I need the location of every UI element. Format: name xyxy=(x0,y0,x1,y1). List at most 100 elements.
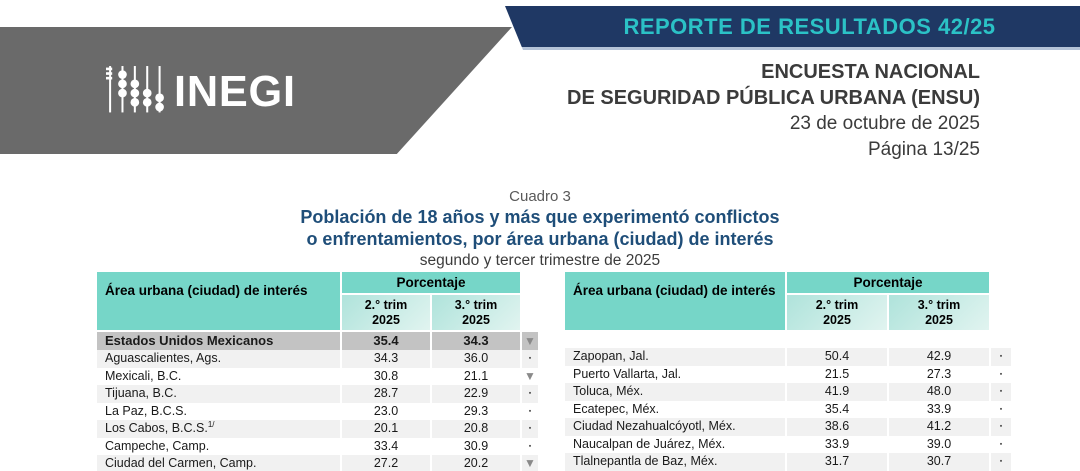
row-q3-value: 29.3 xyxy=(430,402,520,420)
row-q2-value: 30.8 xyxy=(340,367,430,385)
report-banner: REPORTE DE RESULTADOS 42/25 xyxy=(505,6,1080,50)
no-change-marker-icon: ▪ xyxy=(520,420,538,438)
row-name: Ciudad Nezahualcóyotl, Méx. xyxy=(573,419,736,433)
row-q2-value: 21.5 xyxy=(785,365,887,383)
row-q3-value: 36.0 xyxy=(430,350,520,368)
decrease-arrow-icon: ▼ xyxy=(520,332,538,350)
row-q3-value: 48.0 xyxy=(887,383,989,401)
row-name: Campeche, Camp. xyxy=(105,438,210,453)
table-row: Tijuana, B.C. 28.7 22.9 ▪ xyxy=(97,385,538,403)
row-q2-value: 50.4 xyxy=(785,348,887,366)
row-q2-value: 28.7 xyxy=(340,385,430,403)
table-title-1: Población de 18 años y más que experimen… xyxy=(300,207,780,227)
column-header-porcentaje: Porcentaje xyxy=(787,272,989,293)
row-q3-value: 30.7 xyxy=(887,453,989,471)
row-name: Ciudad del Carmen, Camp. xyxy=(105,456,257,470)
row-name: Estados Unidos Mexicanos xyxy=(105,333,274,348)
row-q2-value: 35.4 xyxy=(785,400,887,418)
row-q3-value: 33.9 xyxy=(887,400,989,418)
no-change-marker-icon: ▪ xyxy=(989,453,1011,471)
row-q2-value: 33.9 xyxy=(785,435,887,453)
column-header-q2: 2.° trim 2025 xyxy=(787,295,887,330)
row-q2-value: 41.9 xyxy=(785,383,887,401)
column-header-porcentaje: Porcentaje xyxy=(342,272,520,293)
table-header: Área urbana (ciudad) de interés Porcenta… xyxy=(565,272,1011,330)
table-row: Los Cabos, B.C.S.1/ 20.1 20.8 ▪ xyxy=(97,420,538,438)
row-name: Mexicali, B.C. xyxy=(105,368,182,383)
no-change-marker-icon: ▪ xyxy=(989,348,1011,366)
table-row: La Paz, B.C.S. 23.0 29.3 ▪ xyxy=(97,402,538,420)
row-name: Aguascalientes, Ags. xyxy=(105,351,222,365)
row-name: Zapopan, Jal. xyxy=(573,349,649,363)
document-header: ENCUESTA NACIONAL DE SEGURIDAD PÚBLICA U… xyxy=(567,59,980,163)
row-q3-value: 27.3 xyxy=(887,365,989,383)
row-name: Ecatepec, Méx. xyxy=(573,401,660,416)
table-row: Ciudad del Carmen, Camp. 27.2 20.2 ▼ xyxy=(97,455,538,471)
table-titles: Cuadro 3 Población de 18 años y más que … xyxy=(0,187,1080,271)
no-change-marker-icon: ▪ xyxy=(989,400,1011,418)
table-row-national: Estados Unidos Mexicanos 35.4 34.3 ▼ xyxy=(97,332,538,350)
survey-title-line1: ENCUESTA NACIONAL xyxy=(761,61,980,83)
no-change-marker-icon: ▪ xyxy=(520,437,538,455)
page-number: Página 13/25 xyxy=(868,139,980,160)
survey-title-line2: DE SEGURIDAD PÚBLICA URBANA (ENSU) xyxy=(567,87,980,109)
row-q2-value: 23.0 xyxy=(340,402,430,420)
table-row: Naucalpan de Juárez, Méx. 33.9 39.0 ▪ xyxy=(565,435,1011,453)
row-q2-value: 35.4 xyxy=(340,332,430,350)
decrease-arrow-icon: ▼ xyxy=(520,367,538,385)
svg-text:INEGI: INEGI xyxy=(174,68,296,116)
row-name: Puerto Vallarta, Jal. xyxy=(573,366,682,381)
row-q3-value: 34.3 xyxy=(430,332,520,350)
table-row: Campeche, Camp. 33.4 30.9 ▪ xyxy=(97,437,538,455)
cuadro-label: Cuadro 3 xyxy=(509,188,571,205)
row-name: Naucalpan de Juárez, Méx. xyxy=(573,436,726,451)
table-row: Aguascalientes, Ags. 34.3 36.0 ▪ xyxy=(97,350,538,368)
no-change-marker-icon: ▪ xyxy=(989,418,1011,436)
table-row: Ciudad Nezahualcóyotl, Méx. 38.6 41.2 ▪ xyxy=(565,418,1011,436)
table-subtitle: segundo y tercer trimestre de 2025 xyxy=(419,252,661,269)
no-change-marker-icon: ▪ xyxy=(989,383,1011,401)
decrease-arrow-icon: ▼ xyxy=(520,455,538,471)
inegi-logo-band: INEGI xyxy=(0,27,512,154)
row-q2-value: 31.7 xyxy=(785,453,887,471)
row-q2-value: 34.3 xyxy=(340,350,430,368)
row-q3-value: 22.9 xyxy=(430,385,520,403)
row-name: Tijuana, B.C. xyxy=(105,386,177,400)
data-table-right: Área urbana (ciudad) de interés Porcenta… xyxy=(565,272,1011,471)
row-q3-value: 41.2 xyxy=(887,418,989,436)
no-change-marker-icon: ▪ xyxy=(989,435,1011,453)
row-name: La Paz, B.C.S. xyxy=(105,403,187,418)
inegi-logo-icon: INEGI xyxy=(106,66,296,116)
column-group-porcentaje: Porcentaje 2.° trim 2025 3.° trim 2025 xyxy=(787,272,989,330)
row-q3-value: 21.1 xyxy=(430,367,520,385)
row-q3-value: 20.2 xyxy=(430,455,520,471)
no-change-marker-icon: ▪ xyxy=(520,402,538,420)
column-header-q2: 2.° trim 2025 xyxy=(342,295,430,330)
table-row: Zapopan, Jal. 50.4 42.9 ▪ xyxy=(565,348,1011,366)
no-change-marker-icon: ▪ xyxy=(989,365,1011,383)
column-group-porcentaje: Porcentaje 2.° trim 2025 3.° trim 2025 xyxy=(342,272,520,330)
footnote-marker: 1/ xyxy=(207,420,215,429)
data-table-left: Área urbana (ciudad) de interés Porcenta… xyxy=(97,272,538,471)
table-row: Mexicali, B.C. 30.8 21.1 ▼ xyxy=(97,367,538,385)
row-q2-value: 20.1 xyxy=(340,420,430,438)
row-q3-value: 42.9 xyxy=(887,348,989,366)
table-row: Toluca, Méx. 41.9 48.0 ▪ xyxy=(565,383,1011,401)
row-name: Tlalnepantla de Baz, Méx. xyxy=(573,454,718,468)
table-row: Tlalnepantla de Baz, Méx. 31.7 30.7 ▪ xyxy=(565,453,1011,471)
row-q2-value: 33.4 xyxy=(340,437,430,455)
column-header-q3: 3.° trim 2025 xyxy=(432,295,520,330)
table-title-2: o enfrentamientos, por área urbana (ciud… xyxy=(306,229,774,249)
row-name: Los Cabos, B.C.S.1/ xyxy=(105,420,215,435)
row-q2-value: 38.6 xyxy=(785,418,887,436)
report-banner-title: REPORTE DE RESULTADOS 42/25 xyxy=(623,14,996,39)
column-header-area: Área urbana (ciudad) de interés xyxy=(97,272,340,330)
no-change-marker-icon: ▪ xyxy=(520,385,538,403)
table-header: Área urbana (ciudad) de interés Porcenta… xyxy=(97,272,538,330)
row-q2-value: 27.2 xyxy=(340,455,430,471)
column-header-area: Área urbana (ciudad) de interés xyxy=(565,272,785,330)
table-row: Ecatepec, Méx. 35.4 33.9 ▪ xyxy=(565,400,1011,418)
column-header-q3: 3.° trim 2025 xyxy=(889,295,989,330)
row-q3-value: 30.9 xyxy=(430,437,520,455)
table-row: Puerto Vallarta, Jal. 21.5 27.3 ▪ xyxy=(565,365,1011,383)
